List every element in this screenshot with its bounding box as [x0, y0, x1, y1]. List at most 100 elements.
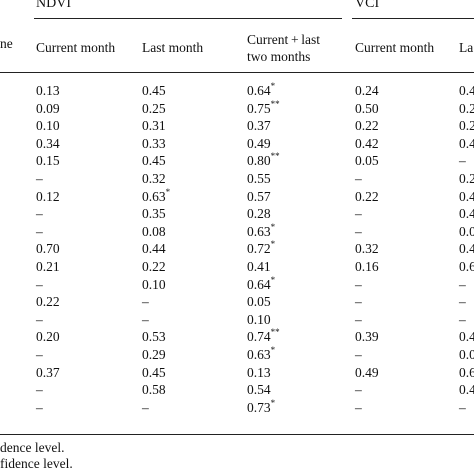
stub-header-fragment: ne	[0, 36, 13, 51]
rule-table-bottom	[0, 434, 474, 435]
cell-value: –	[355, 382, 362, 397]
cell-value: 0.6	[459, 365, 474, 380]
cell-value: –	[36, 312, 43, 327]
cell-value: –	[142, 312, 149, 327]
table-cell: 0.34	[36, 136, 60, 152]
col-header-vci-current: Current month	[355, 40, 435, 55]
cell-value: –	[459, 294, 466, 309]
cell-value: 0.4	[459, 206, 474, 221]
table-cell: –	[355, 347, 362, 363]
cell-value: 0.45	[142, 365, 166, 380]
significance-mark: **	[270, 98, 280, 109]
cell-value: 0.41	[247, 259, 271, 274]
cell-value: 0.57	[247, 189, 271, 204]
cell-value: 0.2	[459, 101, 474, 116]
table-cell: 0.45	[142, 83, 166, 99]
table-cell: –	[355, 224, 362, 240]
cell-value: 0.2	[459, 118, 474, 133]
cell-value: 0.4	[459, 83, 474, 98]
table-cell: 0.4	[459, 241, 474, 257]
table-cell: 0.49	[247, 136, 271, 152]
table-cell: 0.28	[247, 206, 271, 222]
significance-mark: **	[270, 326, 280, 337]
table-cell: 0.22	[355, 189, 379, 205]
table-cell: 0.4	[459, 206, 474, 222]
table-cell: 0.35	[142, 206, 166, 222]
cell-value: 0.22	[142, 259, 166, 274]
cell-value: 0.4	[459, 329, 474, 344]
cell-value: –	[355, 400, 362, 415]
table-cell: 0.45	[142, 153, 166, 169]
cell-value: 0.64	[247, 277, 271, 292]
cell-value: 0.58	[142, 382, 166, 397]
col-header-last-month: Last month	[142, 40, 204, 55]
cell-value: 0.49	[247, 136, 271, 151]
table-cell: 0.53	[142, 329, 166, 345]
cell-value: 0.35	[142, 206, 166, 221]
cell-value: –	[459, 153, 466, 168]
table-cell: 0.08	[142, 224, 166, 240]
table-cell: 0.4	[459, 329, 474, 345]
cell-value: –	[355, 312, 362, 327]
cell-value: 0.29	[142, 347, 166, 362]
cell-value: 0.32	[142, 171, 166, 186]
footnote-1: dence level.	[0, 440, 65, 455]
significance-mark: **	[270, 150, 280, 161]
cell-value: 0.73	[247, 400, 271, 415]
table-cell: 0.64*	[247, 274, 276, 293]
table-cell: –	[142, 312, 149, 328]
cell-value: –	[355, 277, 362, 292]
table-cell: –	[142, 400, 149, 416]
table-cell: 0.63*	[142, 187, 170, 205]
cell-value: 0.45	[142, 83, 166, 98]
cell-value: 0.44	[142, 241, 166, 256]
col-header-two-months: two months	[247, 49, 311, 64]
cell-value: 0.6	[459, 259, 474, 274]
cell-value: –	[36, 206, 43, 221]
table-cell: 0.21	[36, 259, 60, 275]
cell-value: 0.45	[142, 153, 166, 168]
cell-value: –	[355, 224, 362, 239]
cell-value: 0.28	[247, 206, 271, 221]
table-cell: 0.22	[355, 118, 379, 134]
cell-value: 0.10	[36, 118, 60, 133]
cell-value: 0.80	[247, 153, 271, 168]
vci-group-label: VCI	[355, 0, 380, 11]
table-cell: –	[355, 277, 362, 293]
table-cell: –	[36, 400, 43, 416]
table-cell: –	[355, 312, 362, 328]
table-cell: 0.42	[355, 136, 379, 152]
table-cell: 0.58	[142, 382, 166, 398]
cell-value: 0.72	[247, 241, 271, 256]
cell-value: 0.50	[355, 101, 379, 116]
table-cell: 0.2	[459, 101, 474, 117]
cell-value: 0.25	[142, 101, 166, 116]
table-cell: –	[142, 294, 149, 310]
significance-mark: *	[270, 238, 276, 249]
table-cell: 0.22	[36, 294, 60, 310]
table-cell: 0.64*	[247, 81, 275, 99]
table-cell: 0.55	[247, 171, 271, 187]
cell-value: –	[36, 277, 43, 292]
cell-value: 0.39	[355, 329, 379, 344]
table-cell: –	[36, 277, 43, 293]
table-cell: 0.05	[355, 153, 379, 169]
cell-value: –	[459, 277, 466, 292]
significance-mark: *	[270, 274, 276, 285]
cell-value: 0.22	[355, 189, 379, 204]
table-cell: –	[459, 153, 466, 169]
cell-value: 0.63	[247, 347, 271, 362]
table-cell: 0.29	[142, 347, 166, 363]
table-cell: 0.44	[142, 241, 166, 257]
cell-value: –	[36, 171, 43, 186]
table-cell: 0.4	[459, 136, 474, 152]
cell-value: 0.10	[142, 277, 166, 292]
table-cell: 0.2	[459, 171, 474, 187]
cell-value: 0.63	[142, 189, 166, 204]
table-cell: 0.25	[142, 101, 166, 117]
cell-value: 0.22	[36, 294, 60, 309]
cell-value: 0.74	[247, 329, 271, 344]
cell-value: –	[355, 206, 362, 221]
table-cell: 0.13	[247, 365, 271, 381]
table-cell: 0.6	[459, 365, 474, 381]
